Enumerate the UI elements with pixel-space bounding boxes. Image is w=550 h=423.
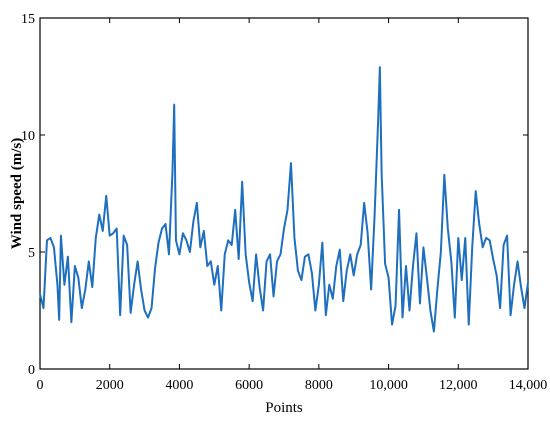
wind-speed-series-line <box>40 67 528 331</box>
x-axis-label: Points <box>265 400 303 416</box>
y-axis-label: Wind speed (m/s) <box>9 138 25 249</box>
x-tick-label: 2000 <box>96 378 124 393</box>
series-layer <box>40 67 528 331</box>
x-tick-label: 10,000 <box>369 378 408 393</box>
axis-tick-labels: 0 2000 4000 6000 8000 10,000 12,000 14,00005101… <box>21 12 547 393</box>
x-tick-label: 12,000 <box>439 378 478 393</box>
y-tick-label: 15 <box>21 12 35 27</box>
y-tick-label: 0 <box>28 363 35 378</box>
x-tick-label: 14,000 <box>509 378 548 393</box>
x-tick-label: 8000 <box>305 378 333 393</box>
x-tick-label: 6000 <box>235 378 263 393</box>
x-tick-label: 0 <box>37 378 44 393</box>
y-tick-label: 5 <box>28 246 35 261</box>
x-tick-label: 4000 <box>165 378 193 393</box>
